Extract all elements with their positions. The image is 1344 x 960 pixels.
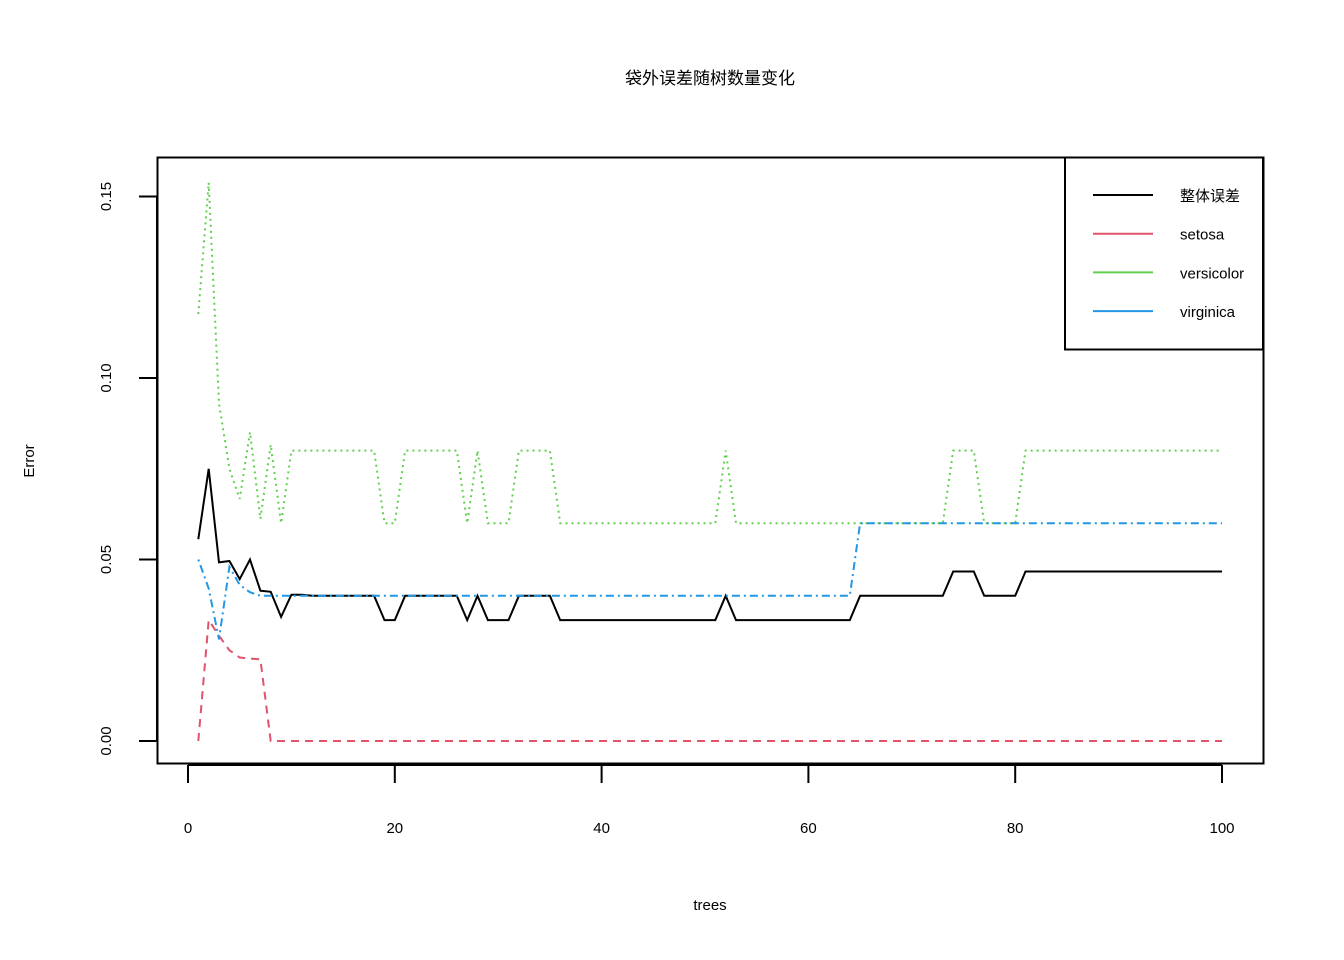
legend-label: versicolor [1180, 265, 1244, 282]
legend-box [1064, 156, 1264, 351]
series-line-1 [197, 617, 1222, 742]
x-axis: 0 20 40 60 80 100 [184, 764, 1235, 837]
x-tick-label: 80 [1007, 820, 1024, 837]
chart-title: 袋外误差随树数量变化 [625, 69, 795, 88]
legend-label: virginica [1180, 304, 1236, 321]
legend-label: 整体误差 [1180, 188, 1240, 205]
series-line-0 [197, 468, 1222, 623]
y-tick-label: 0.15 [98, 182, 115, 211]
y-axis-label: Error [21, 444, 38, 477]
x-tick-label: 100 [1209, 820, 1234, 837]
series-lines [197, 182, 1222, 742]
y-axis: 0.00 0.05 0.10 0.15 [98, 182, 158, 756]
x-tick-label: 20 [386, 820, 403, 837]
legend: 整体误差 setosa versicolor virginica [1064, 156, 1264, 351]
series-line-2 [197, 182, 1222, 525]
x-tick-label: 40 [593, 820, 610, 837]
series-line-3 [197, 522, 1222, 640]
y-tick-label: 0.05 [98, 545, 115, 574]
legend-label: setosa [1180, 227, 1225, 244]
y-tick-label: 0.00 [98, 726, 115, 755]
x-axis-label: trees [693, 897, 726, 914]
x-tick-label: 0 [184, 820, 192, 837]
y-tick-label: 0.10 [98, 363, 115, 392]
x-tick-label: 60 [800, 820, 817, 837]
